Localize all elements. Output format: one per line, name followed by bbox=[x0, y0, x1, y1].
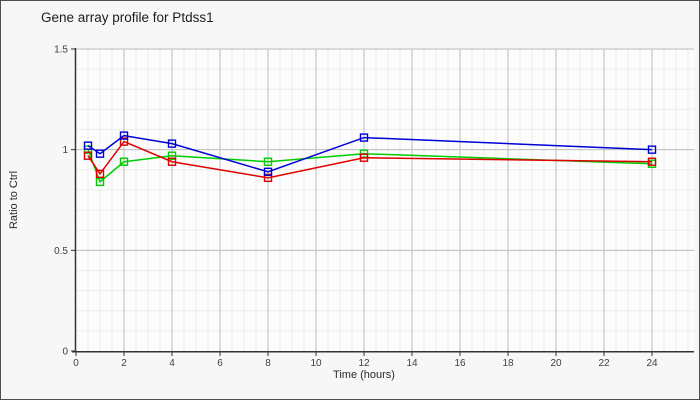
data-point-marker-green-probe bbox=[119, 157, 129, 166]
x-tick-label: 10 bbox=[310, 358, 322, 369]
x-tick-label: 12 bbox=[358, 358, 370, 369]
x-tick-label: 6 bbox=[217, 358, 223, 369]
y-tick-label: 1 bbox=[62, 145, 68, 156]
y-tick-label: 0.5 bbox=[54, 246, 68, 257]
data-point-marker-blue-probe bbox=[95, 149, 105, 158]
y-tick-label: 0 bbox=[62, 347, 68, 358]
x-tick-label: 14 bbox=[406, 358, 418, 369]
data-point-marker-green-probe bbox=[167, 151, 177, 160]
data-series bbox=[83, 131, 657, 187]
data-point-marker-red-probe bbox=[359, 153, 369, 162]
chart-title: Gene array profile for Ptdss1 bbox=[41, 10, 214, 25]
data-point-marker-red-probe bbox=[83, 151, 93, 160]
x-tick-label: 18 bbox=[502, 358, 514, 369]
x-tick-label: 20 bbox=[550, 358, 562, 369]
x-tick-label: 2 bbox=[121, 358, 127, 369]
x-tick-label: 22 bbox=[598, 358, 610, 369]
y-axis-title: Ratio to Ctrl bbox=[8, 171, 20, 229]
data-point-marker-blue-probe bbox=[359, 133, 369, 142]
data-point-marker-red-probe bbox=[119, 137, 129, 146]
x-tick-label: 16 bbox=[454, 358, 466, 369]
x-tick-label: 8 bbox=[265, 358, 271, 369]
data-point-marker-red-probe bbox=[263, 173, 273, 183]
gridlines bbox=[76, 48, 694, 351]
series-line-red-probe bbox=[87, 140, 653, 179]
data-point-marker-red-probe bbox=[647, 157, 657, 166]
data-point-marker-blue-probe bbox=[83, 141, 93, 150]
x-tick-label: 0 bbox=[73, 358, 79, 369]
x-axis-title: Time (hours) bbox=[333, 369, 395, 381]
x-tick-label: 4 bbox=[169, 358, 175, 369]
data-point-marker-red-probe bbox=[167, 157, 177, 166]
y-tick-label: 1.5 bbox=[54, 45, 68, 56]
data-point-marker-red-probe bbox=[95, 169, 105, 179]
data-point-marker-green-probe bbox=[95, 177, 105, 187]
data-point-marker-blue-probe bbox=[263, 167, 273, 177]
data-point-marker-blue-probe bbox=[167, 139, 177, 148]
plot-area bbox=[76, 49, 694, 351]
data-point-marker-green-probe bbox=[263, 157, 273, 166]
data-point-marker-blue-probe bbox=[119, 131, 129, 140]
data-point-marker-blue-probe bbox=[647, 145, 657, 154]
series-line-blue-probe bbox=[87, 134, 653, 173]
x-tick-label: 24 bbox=[646, 358, 658, 369]
